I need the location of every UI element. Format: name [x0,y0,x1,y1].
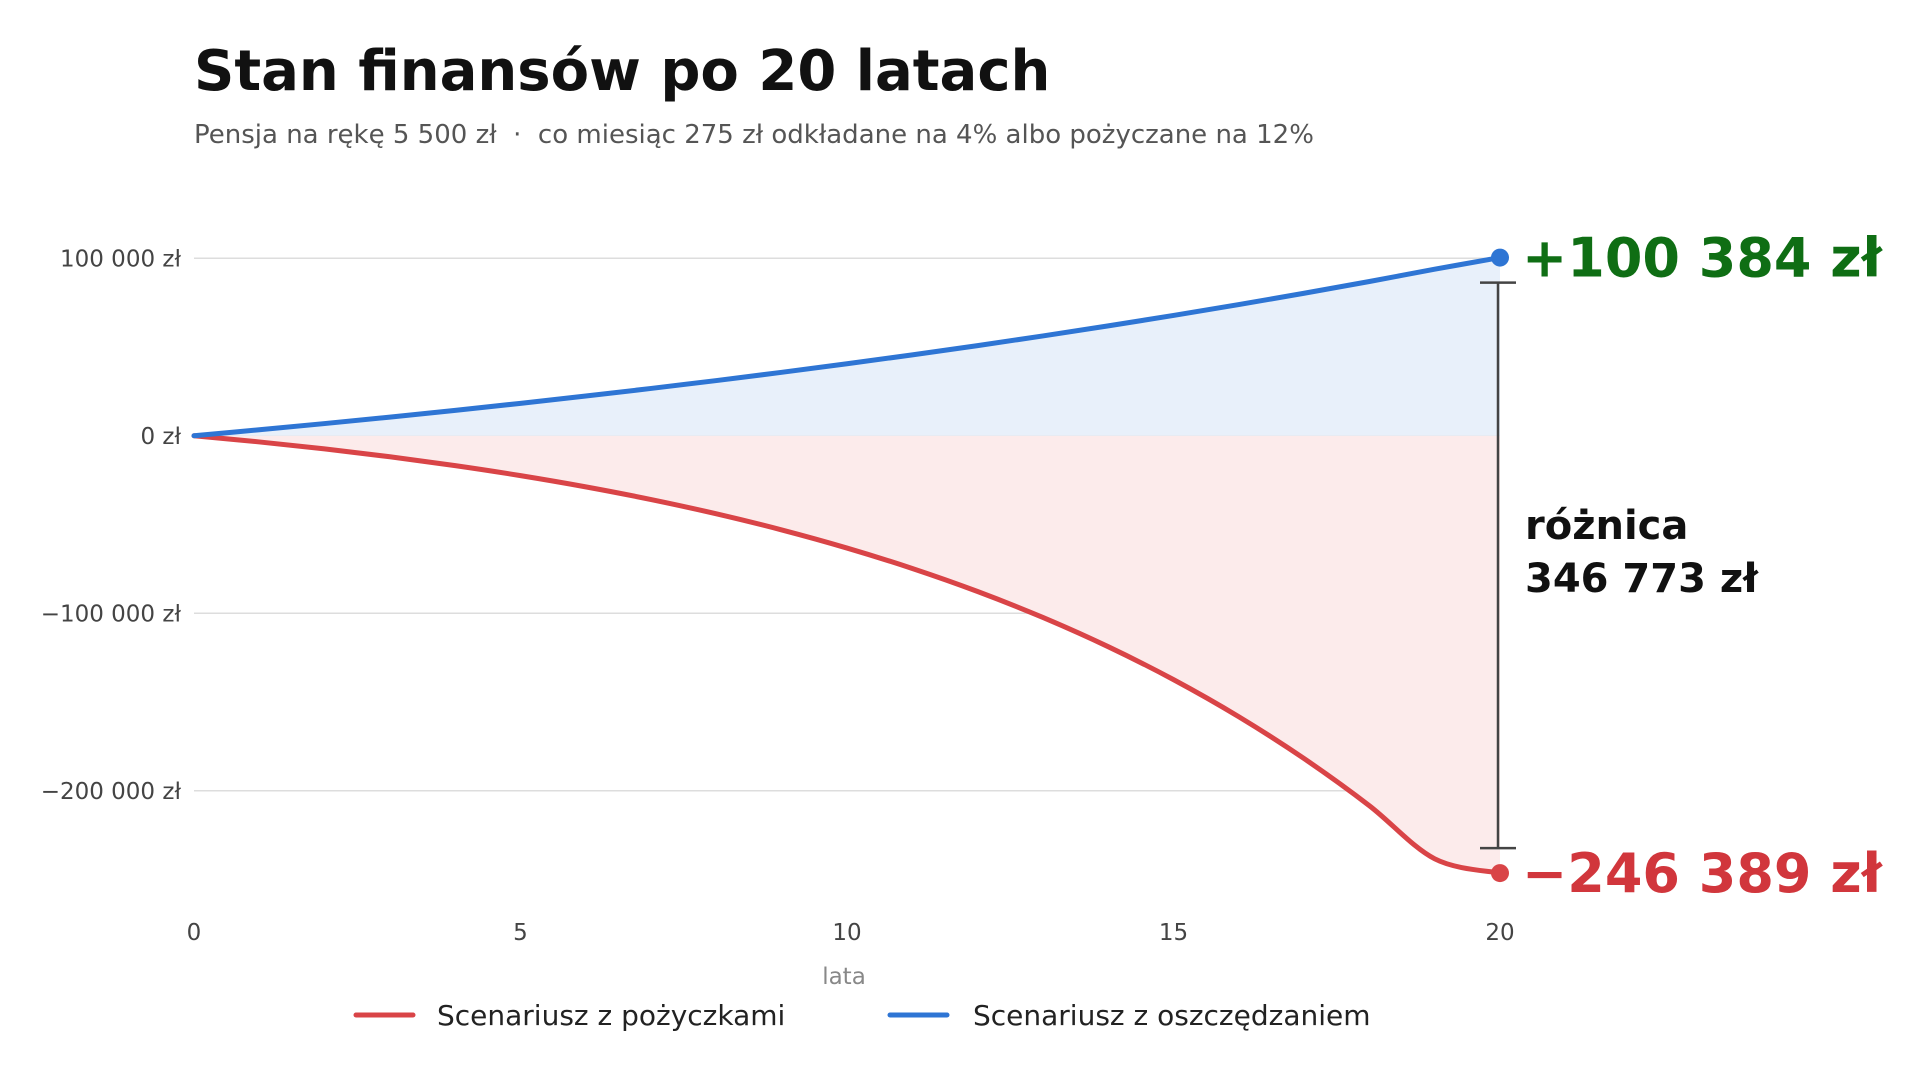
x-tick-label: 10 [832,920,861,946]
annotation-layer: +100 384 zł −246 389 zł różnica 346 773 zł [1480,227,1884,905]
series-end-point-1 [1491,248,1509,267]
x-tick-label: 15 [1159,920,1188,946]
series-line-1 [191,255,1503,439]
x-tick-label: 0 [187,920,202,946]
difference-label-title: różnica [1525,503,1688,549]
series-end-point-0 [1491,864,1509,883]
end-label-negative: −246 389 zł [1522,842,1884,905]
x-tick-label: 20 [1485,920,1514,946]
legend-label-0: Scenariusz z pożyczkami [437,999,785,1032]
legend-label-1: Scenariusz z oszczędzaniem [973,999,1371,1032]
x-axis: 0 5 10 15 20 [187,920,1515,946]
series-area-0 [194,435,1500,874]
chart-subtitle: Pensja na rękę 5 500 zł · co miesiąc 275… [194,120,1314,150]
y-tick-label: 100 000 zł [60,246,181,272]
x-tick-label: 5 [513,920,528,946]
difference-label-value: 346 773 zł [1525,556,1759,602]
y-tick-label: −100 000 zł [41,601,182,627]
y-axis: 100 000 zł 0 zł −100 000 zł −200 000 zł [41,246,182,805]
area-layer [194,257,1500,874]
y-tick-label: −200 000 zł [41,779,182,805]
series-area-1 [194,257,1500,436]
legend: Scenariusz z pożyczkami Scenariusz z oszc… [353,999,1371,1032]
y-tick-label: 0 zł [140,424,181,450]
end-label-positive: +100 384 zł [1522,227,1884,290]
chart-title: Stan finansów po 20 latach [194,39,1050,104]
line-layer [191,248,1509,883]
series-line-0 [191,433,1503,876]
x-axis-label: lata [822,964,866,990]
